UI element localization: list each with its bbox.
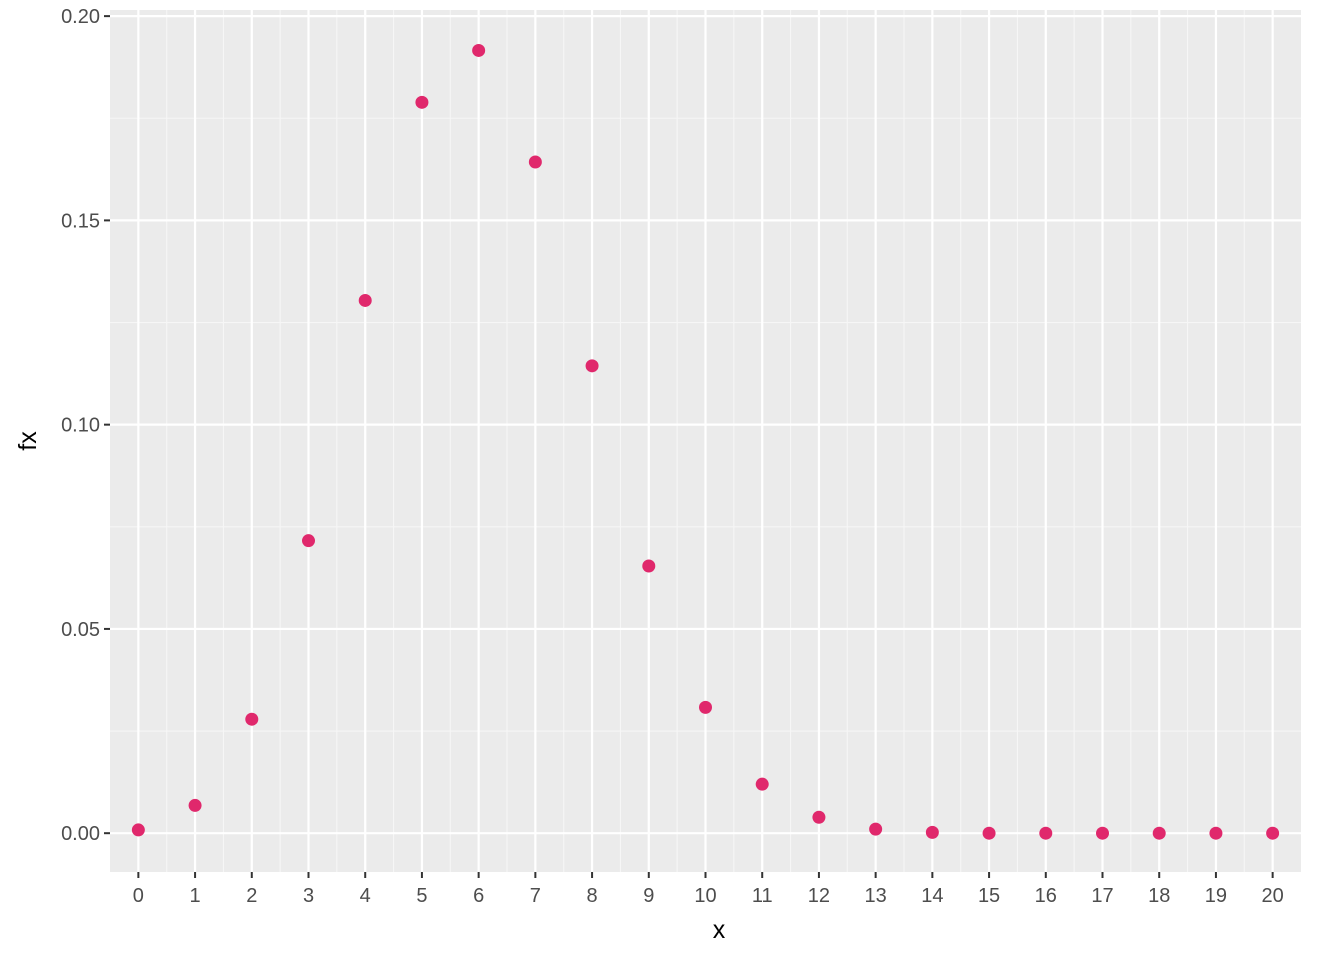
data-point — [302, 534, 315, 548]
x-tick-label: 16 — [1035, 885, 1057, 907]
data-point — [755, 777, 769, 791]
data-point — [982, 826, 996, 840]
x-axis: 0 1 2 3 4 5 6 7 8 9 10 11 12 13 14 15 16 17 18 19 20 — [133, 872, 1284, 907]
x-axis-title: x — [713, 916, 726, 944]
y-axis: 0.00 0.05 0.10 0.15 0.20 — [61, 6, 110, 845]
x-tick-label: 14 — [921, 885, 943, 907]
x-tick-label: 0 — [133, 885, 144, 907]
x-tick-label: 17 — [1091, 885, 1113, 907]
data-point — [415, 95, 429, 109]
x-tick-label: 15 — [978, 885, 1000, 907]
data-point — [528, 155, 542, 169]
x-tick-label: 8 — [587, 885, 598, 907]
data-point — [245, 712, 259, 726]
data-point — [1209, 826, 1223, 840]
x-tick-label: 6 — [473, 885, 484, 907]
data-point — [869, 822, 883, 836]
x-tick-label: 3 — [303, 885, 314, 907]
data-point — [1039, 826, 1053, 840]
x-tick-label: 20 — [1262, 885, 1284, 907]
x-tick-label: 13 — [865, 885, 887, 907]
x-tick-label: 4 — [360, 885, 371, 907]
x-tick-label: 10 — [694, 885, 716, 907]
x-tick-label: 1 — [190, 885, 201, 907]
data-point — [925, 825, 939, 839]
x-tick-label: 9 — [643, 885, 654, 907]
x-tick-label: 2 — [246, 885, 257, 907]
y-tick-label: 0.20 — [61, 6, 100, 28]
y-axis-title: fx — [14, 431, 42, 451]
y-tick-label: 0.15 — [61, 210, 100, 232]
data-point — [131, 823, 145, 837]
data-point — [699, 700, 712, 714]
data-point — [1266, 826, 1280, 840]
data-point — [188, 798, 202, 812]
x-tick-label: 12 — [808, 885, 830, 907]
x-tick-label: 18 — [1148, 885, 1170, 907]
x-tick-label: 5 — [416, 885, 427, 907]
data-point — [642, 559, 656, 573]
x-tick-label: 7 — [530, 885, 541, 907]
data-points — [131, 43, 1280, 840]
data-point — [1152, 826, 1166, 840]
major-gridlines — [110, 10, 1301, 872]
y-tick-label: 0.05 — [61, 619, 100, 641]
data-point — [812, 810, 826, 824]
x-tick-label: 19 — [1205, 885, 1227, 907]
y-tick-label: 0.00 — [61, 823, 100, 845]
data-point — [585, 359, 599, 373]
data-point — [1096, 826, 1109, 840]
data-point — [472, 43, 486, 57]
x-tick-label: 11 — [752, 885, 773, 907]
y-tick-label: 0.10 — [61, 415, 100, 437]
data-point — [358, 293, 372, 307]
